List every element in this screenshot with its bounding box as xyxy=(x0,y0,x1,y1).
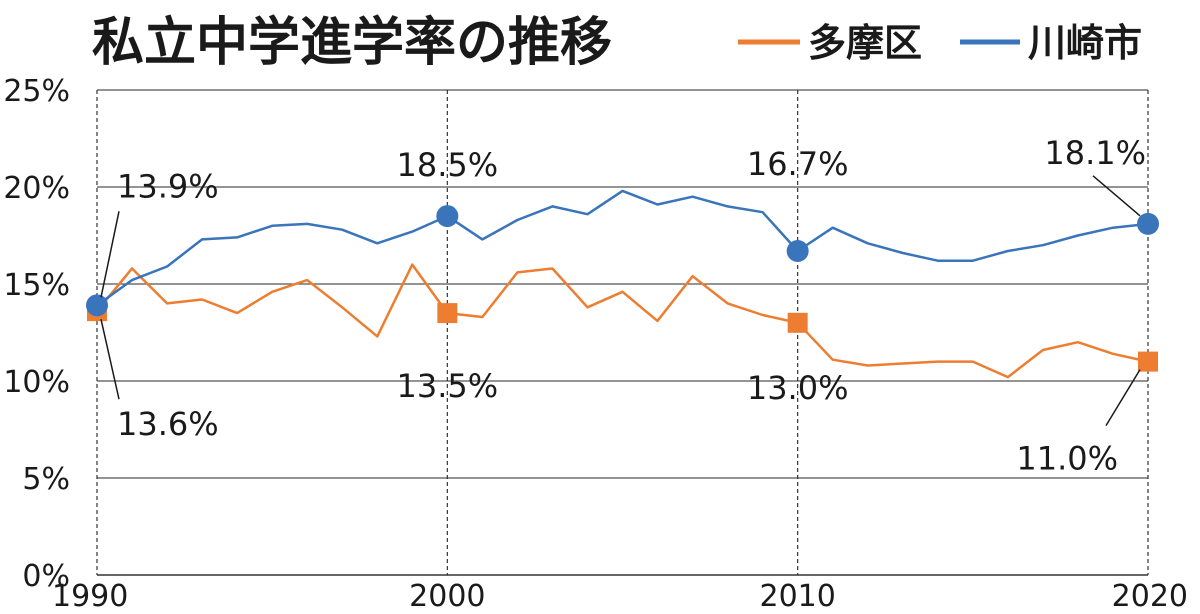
series xyxy=(86,189,1159,379)
y-tick-label: 0% xyxy=(22,559,70,594)
data-label: 18.5% xyxy=(397,146,499,184)
x-tick-label: 1990 xyxy=(52,579,128,614)
y-tick-label: 25% xyxy=(3,74,70,109)
x-tick-label: 2020 xyxy=(1112,579,1188,614)
data-label-leader xyxy=(1092,175,1141,217)
data-labels: 13.9% 13.6% 18.5% 13.5% 16.7% 13.0% 18.1% 11.0% xyxy=(100,134,1146,478)
marker-square xyxy=(1138,351,1158,372)
grid xyxy=(96,89,1149,575)
marker-circle xyxy=(1137,212,1159,235)
x-tick-label: 2010 xyxy=(759,579,835,614)
y-tick-label: 15% xyxy=(3,268,70,303)
marker-square xyxy=(787,312,808,333)
axes: 0% 5% 10% 15% 20% 25% 1990 2000 2010 2020 xyxy=(3,74,1188,614)
data-label: 13.9% xyxy=(117,167,219,205)
legend-label-tama: 多摩区 xyxy=(808,21,922,65)
y-tick-label: 10% xyxy=(3,365,70,400)
y-tick-label: 20% xyxy=(3,171,70,206)
marker-circle xyxy=(786,240,809,263)
data-label: 16.7% xyxy=(747,145,849,183)
series-line-0 xyxy=(96,263,1149,379)
data-label-leader xyxy=(100,318,120,400)
data-label: 18.1% xyxy=(1044,134,1146,172)
data-label: 13.6% xyxy=(117,405,219,443)
data-label-leader xyxy=(1105,369,1141,426)
data-label: 13.0% xyxy=(747,369,849,407)
data-label-leader xyxy=(100,211,120,298)
series-line-1 xyxy=(96,189,1149,307)
x-tick-label: 2000 xyxy=(409,579,485,614)
marker-circle xyxy=(86,294,108,317)
chart-title: 私立中学進学率の推移 xyxy=(92,13,612,73)
legend: 多摩区 川崎市 xyxy=(738,21,1142,65)
data-label: 13.5% xyxy=(397,367,499,405)
marker-circle xyxy=(436,205,459,228)
y-tick-label: 5% xyxy=(22,462,70,497)
legend-label-kawasaki: 川崎市 xyxy=(1028,21,1142,65)
marker-square xyxy=(437,303,458,324)
data-label: 11.0% xyxy=(1016,440,1118,478)
